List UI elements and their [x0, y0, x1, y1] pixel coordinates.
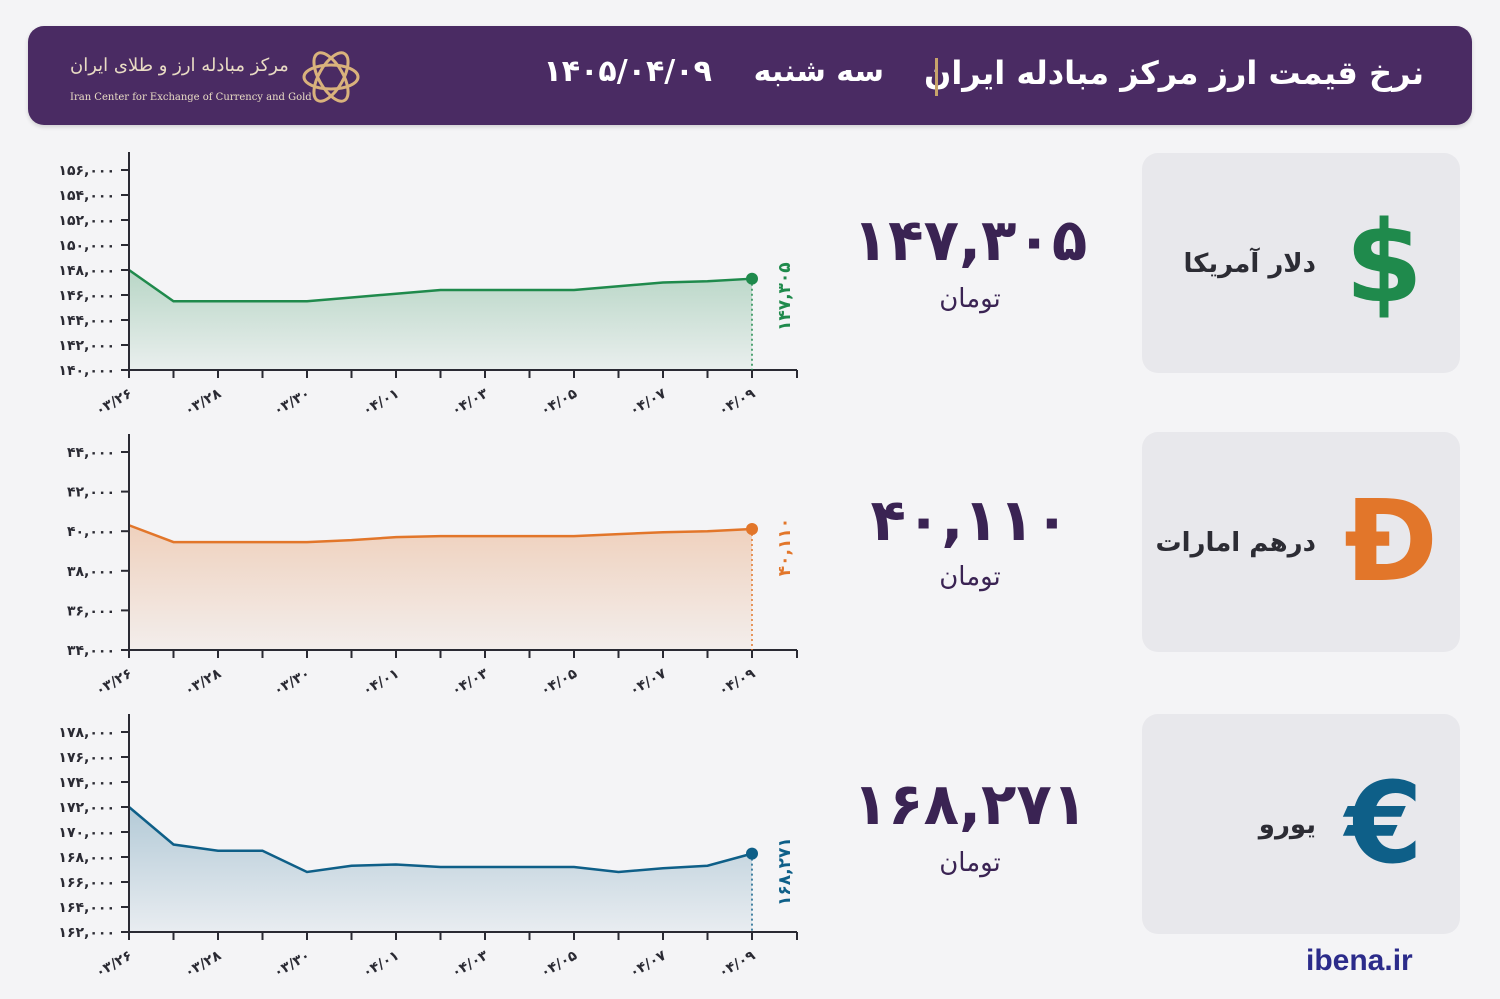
- y-tick-label: ۱۵۴,۰۰۰: [58, 188, 115, 204]
- x-tick-label: ۰۴/۰۳: [449, 947, 491, 981]
- y-tick-label: ۳۴,۰۰۰: [67, 643, 115, 659]
- logo-text-en: Iran Center for Exchange of Currency and…: [70, 92, 312, 103]
- y-tick-label: ۱۵۰,۰۰۰: [58, 238, 115, 254]
- x-tick-label: ۰۳/۲۶: [93, 666, 135, 700]
- y-tick-label: ۱۴۲,۰۰۰: [58, 338, 115, 354]
- y-tick-label: ۱۴۰,۰۰۰: [58, 363, 115, 379]
- header-bar: نرخ قیمت ارز مرکز مبادله ایران سه شنبه ۱…: [28, 26, 1472, 125]
- y-tick-label: ۱۴۸,۰۰۰: [58, 263, 115, 279]
- euro-sign-icon: €: [1345, 759, 1423, 889]
- y-tick-label: ۱۵۶,۰۰۰: [58, 163, 115, 179]
- y-tick-label: ۱۶۸,۰۰۰: [58, 850, 115, 866]
- chart-line: [128, 524, 753, 544]
- y-tick-label: ۱۶۶,۰۰۰: [58, 875, 115, 891]
- x-tick-label: ۰۳/۲۸: [182, 665, 224, 699]
- logo-text-fa: مرکز مبادله ارز و طلای ایران: [70, 55, 289, 76]
- y-tick-label: ۱۶۴,۰۰۰: [58, 900, 115, 916]
- currency-name-aed: درهم امارات: [1155, 528, 1316, 558]
- dollar-sign-icon: $: [1345, 198, 1423, 328]
- x-tick-label: ۰۴/۰۱: [360, 666, 402, 700]
- last-value-label: ۱۶۸,۲۷۱: [775, 837, 795, 906]
- x-tick-label: ۰۴/۰۷: [627, 947, 669, 981]
- x-tick-label: ۰۳/۲۸: [182, 947, 224, 981]
- y-tick-label: ۴۲,۰۰۰: [67, 485, 115, 501]
- y-tick-label: ۴۴,۰۰۰: [67, 445, 115, 461]
- x-tick-label: ۰۴/۰۱: [360, 948, 402, 982]
- dirham-sign-icon: Đ: [1344, 477, 1438, 607]
- x-tick-label: ۰۴/۰۹: [716, 665, 758, 699]
- card-usd: دلار آمریکا $: [1142, 153, 1460, 373]
- x-tick-label: ۰۴/۰۱: [360, 386, 402, 420]
- x-tick-label: ۰۳/۲۸: [182, 385, 224, 419]
- chart-area: [129, 807, 752, 932]
- chart-line: [128, 806, 753, 874]
- card-aed: درهم امارات Đ: [1142, 432, 1460, 652]
- y-tick-label: ۱۵۲,۰۰۰: [58, 213, 115, 229]
- chart-usd: ۱۴۰,۰۰۰ ۱۴۲,۰۰۰ ۱۴۴,۰۰۰ ۱۴۶,۰۰۰ ۱۴۸,۰۰۰ ۱۵۰,۰…: [58, 152, 798, 420]
- chart-eur: ۱۶۲,۰۰۰ ۱۶۴,۰۰۰ ۱۶۶,۰۰۰ ۱۶۸,۰۰۰ ۱۷۰,۰۰۰ ۱۷۲,۰…: [58, 714, 798, 982]
- unit-eur: تومان: [939, 848, 1001, 878]
- last-value-label: ۱۴۷,۳۰۵: [775, 262, 795, 331]
- logo-mark-icon: [302, 51, 360, 103]
- last-point-marker: [746, 847, 758, 860]
- x-tick-label: ۰۴/۰۵: [538, 385, 580, 419]
- x-tick-label: ۰۴/۰۷: [627, 665, 669, 699]
- x-tick-label: ۰۳/۲۶: [93, 386, 135, 420]
- x-tick-label: ۰۴/۰۹: [716, 947, 758, 981]
- y-tick-label: ۱۴۴,۰۰۰: [58, 313, 115, 329]
- price-usd: ۱۴۷,۳۰۵: [852, 206, 1088, 274]
- y-tick-label: ۱۷۶,۰۰۰: [58, 750, 115, 766]
- last-value-label: ۴۰,۱۱۰: [775, 518, 795, 576]
- y-tick-label: ۱۷۸,۰۰۰: [58, 725, 115, 741]
- x-tick-label: ۰۴/۰۳: [449, 385, 491, 419]
- x-tick-label: ۰۴/۰۳: [449, 665, 491, 699]
- currency-name-eur: یورو: [1258, 810, 1316, 840]
- chart-aed: ۳۴,۰۰۰ ۳۶,۰۰۰ ۳۸,۰۰۰ ۴۰,۰۰۰ ۴۲,۰۰۰ ۴۴,۰۰۰ ۰۳/۲…: [67, 434, 798, 700]
- x-tick-label: ۰۴/۰۹: [716, 385, 758, 419]
- x-tick-label: ۰۳/۳۰: [271, 666, 313, 700]
- x-tick-label: ۰۳/۳۰: [271, 948, 313, 982]
- header-date: سه شنبه ۱۴۰۵/۰۴/۰۹: [543, 54, 884, 89]
- y-tick-label: ۴۰,۰۰۰: [67, 524, 115, 540]
- x-tick-label: ۰۴/۰۵: [538, 947, 580, 981]
- y-tick-label: ۱۷۴,۰۰۰: [58, 775, 115, 791]
- y-tick-label: ۱۴۶,۰۰۰: [58, 288, 115, 304]
- last-point-marker: [746, 523, 758, 536]
- date-label: ۱۴۰۵/۰۴/۰۹: [543, 54, 712, 89]
- y-tick-label: ۳۸,۰۰۰: [67, 564, 115, 580]
- card-eur: یورو €: [1142, 714, 1460, 934]
- y-tick-label: ۳۶,۰۰۰: [67, 603, 115, 619]
- brand-footer: ibena.ir: [1306, 944, 1413, 977]
- x-tick-label: ۰۴/۰۷: [627, 385, 669, 419]
- x-tick-label: ۰۴/۰۵: [538, 665, 580, 699]
- y-tick-label: ۱۷۲,۰۰۰: [58, 800, 115, 816]
- currency-name-usd: دلار آمریکا: [1183, 249, 1316, 279]
- unit-aed: تومان: [939, 562, 1001, 592]
- unit-usd: تومان: [939, 284, 1001, 314]
- price-eur: ۱۶۸,۲۷۱: [852, 770, 1088, 838]
- y-tick-label: ۱۶۲,۰۰۰: [58, 925, 115, 941]
- price-aed: ۴۰,۱۱۰: [870, 486, 1070, 554]
- x-tick-label: ۰۳/۳۰: [271, 386, 313, 420]
- x-tick-label: ۰۳/۲۶: [93, 948, 135, 982]
- chart-area: [129, 270, 752, 370]
- chart-line: [128, 268, 753, 303]
- header-divider: [935, 58, 938, 96]
- y-tick-label: ۱۷۰,۰۰۰: [58, 825, 115, 841]
- last-point-marker: [746, 272, 758, 285]
- page-title: نرخ قیمت ارز مرکز مبادله ایران: [924, 54, 1424, 92]
- weekday-label: سه شنبه: [753, 54, 884, 89]
- chart-area: [129, 525, 752, 650]
